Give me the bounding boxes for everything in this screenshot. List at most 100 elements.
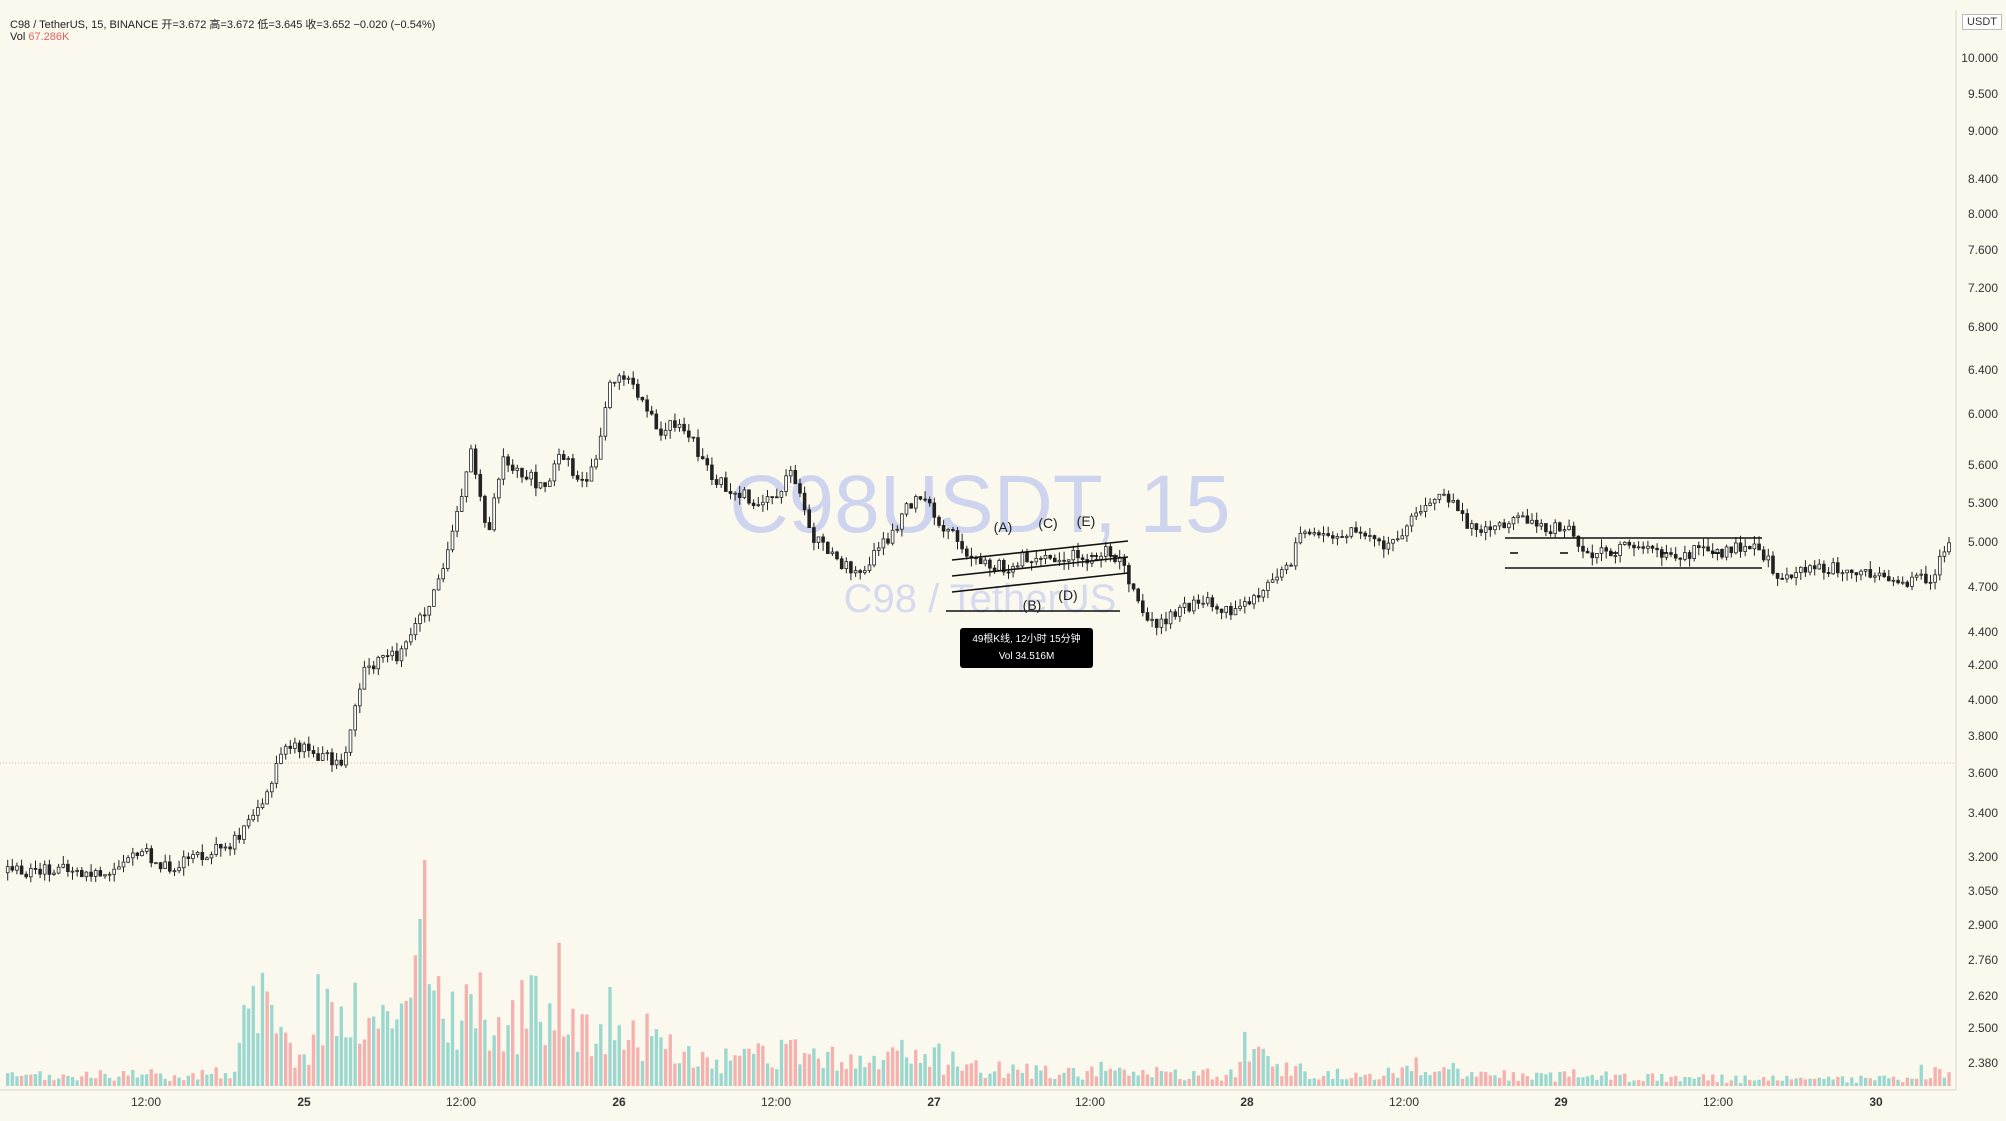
candle-body (362, 666, 367, 690)
candle-body (1817, 563, 1822, 570)
candle-body (520, 467, 524, 478)
candle-body (1849, 569, 1854, 573)
volume-bar (1572, 1069, 1576, 1086)
volume-bar (1057, 1074, 1062, 1086)
volume-bar (1933, 1067, 1937, 1086)
channel-upper-line (951, 540, 1129, 561)
volume-bar (246, 1008, 251, 1086)
candle-body (1822, 563, 1826, 573)
candle-body (1066, 559, 1071, 562)
candle-body (927, 498, 932, 504)
candle-body (1590, 552, 1595, 559)
volume-bar (1910, 1078, 1914, 1086)
candle-body (1859, 570, 1863, 576)
volume-bar (126, 1075, 130, 1086)
volume-bar (992, 1071, 997, 1086)
volume-bar (923, 1054, 927, 1086)
candle-body (395, 650, 399, 662)
candle-body (399, 648, 404, 662)
volume-bar (61, 1074, 65, 1086)
candle-body (339, 759, 344, 766)
candle-body (24, 873, 28, 878)
candle-body (997, 560, 1001, 571)
candle-body (432, 589, 436, 607)
candle-body (177, 867, 181, 872)
candle-body (1516, 515, 1520, 518)
candle-body (659, 428, 663, 436)
volume-bar (603, 1054, 608, 1086)
volume-bar (256, 1033, 260, 1086)
volume-bar (793, 1039, 798, 1086)
volume-bar (853, 1068, 858, 1086)
candle-body (1238, 605, 1242, 610)
candle-body (756, 504, 761, 507)
volume-bar (1655, 1080, 1659, 1086)
candle-body (1803, 566, 1808, 573)
candle-body (144, 848, 149, 852)
candle-body (42, 864, 47, 875)
volume-bar (886, 1051, 890, 1086)
volume-bar (1525, 1076, 1530, 1086)
volume-bar (534, 975, 538, 1086)
candle-body (422, 614, 427, 617)
candle-body (909, 503, 913, 509)
volume-bar (543, 1045, 547, 1086)
volume-bar (524, 1028, 529, 1086)
volume-bar (117, 1076, 121, 1086)
candle-body (1131, 583, 1136, 590)
time-tick-label: 12:00 (446, 1095, 476, 1109)
candle-body (1307, 531, 1312, 535)
candle-body (1150, 618, 1154, 621)
candle-body (1344, 535, 1349, 538)
volume-bar (548, 1003, 552, 1086)
candle-body (524, 476, 529, 480)
candle-body (195, 852, 200, 856)
candle-body (1924, 573, 1928, 584)
candle-body (1173, 611, 1178, 617)
candle-body (580, 478, 584, 481)
volume-bar (1372, 1079, 1377, 1086)
volume-bar (1349, 1078, 1354, 1086)
volume-bar (1595, 1079, 1599, 1086)
candle-body (1039, 558, 1043, 560)
axis-unit-badge[interactable]: USDT (1962, 14, 2002, 30)
candle-body (1507, 523, 1511, 529)
volume-bar (789, 1040, 793, 1086)
volume-bar (1780, 1080, 1784, 1086)
volume-bar (714, 1059, 719, 1086)
candle-body (1558, 522, 1562, 532)
candle-body (214, 844, 218, 856)
volume-bar (659, 1037, 663, 1086)
volume-bar (1201, 1069, 1205, 1086)
volume-bar (752, 1053, 756, 1086)
volume-bar (1623, 1073, 1627, 1086)
candle-body (1761, 549, 1766, 561)
candle-body (158, 862, 163, 870)
volume-bar (404, 1000, 408, 1086)
price-tick-label: 2.900 (1968, 918, 1998, 932)
candle-body (200, 852, 205, 861)
volume-bar (1928, 1078, 1933, 1086)
candle-body (311, 750, 316, 754)
candle-body (1701, 546, 1706, 549)
volume-bar (636, 1047, 640, 1086)
volume-bar (1854, 1082, 1859, 1086)
volume-bar (844, 1069, 848, 1086)
volume-bar (1192, 1070, 1196, 1086)
candle-body (1655, 547, 1659, 551)
candle-body (1873, 575, 1877, 578)
candle-body (1571, 525, 1576, 537)
volume-bar (1762, 1077, 1766, 1086)
time-tick-label: 30 (1869, 1095, 1883, 1109)
volume-bar (988, 1073, 992, 1086)
candle-body (1451, 499, 1456, 503)
price-tick-label: 2.760 (1968, 953, 1998, 967)
candle-body (812, 527, 816, 543)
candle-body (1836, 562, 1840, 574)
candle-body (1910, 576, 1914, 587)
candle-body (1034, 558, 1039, 563)
volume-bar (1020, 1073, 1025, 1086)
volume-bar (1131, 1071, 1136, 1086)
